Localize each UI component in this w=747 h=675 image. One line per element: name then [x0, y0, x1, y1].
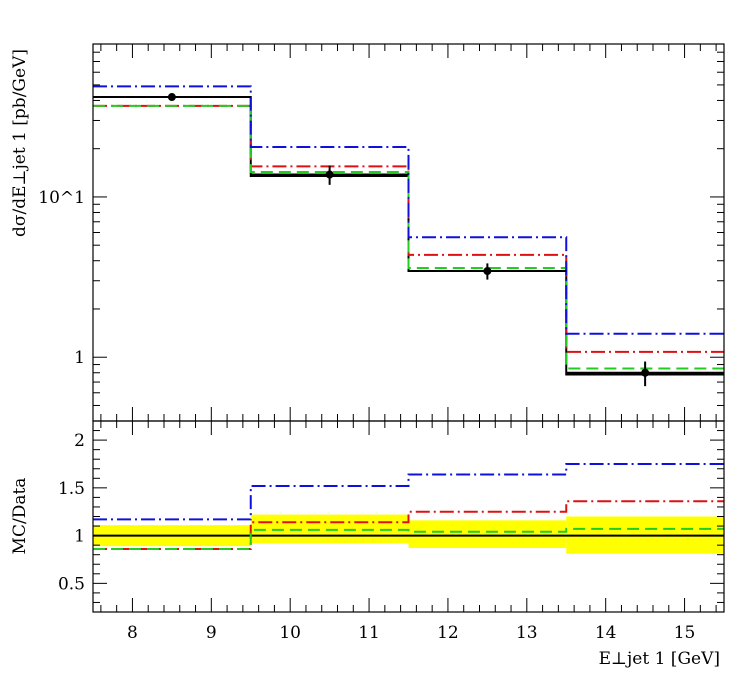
ratio-y-tick-label: 0.5	[58, 574, 85, 594]
data-point	[641, 368, 650, 377]
ratio-panel: 0.5 1 1.5 2 8 9 10 11 12 13 14 15	[58, 420, 725, 643]
x-tick-label: 10	[279, 623, 301, 643]
ratio-y-tick-label: 1.5	[58, 479, 85, 499]
main-panel: 1 10^1	[38, 43, 725, 422]
data-point	[325, 170, 334, 179]
data-point	[483, 267, 492, 276]
x-tick-label: 8	[127, 623, 138, 643]
uncertainty-band	[408, 520, 567, 549]
data-point	[167, 93, 176, 102]
x-tick-label: 14	[595, 623, 617, 643]
x-tick-label: 15	[674, 623, 696, 643]
main-y-tick-label: 10^1	[38, 188, 85, 208]
x-tick-label: 13	[516, 623, 538, 643]
ratio-y-tick-label: 1	[74, 527, 85, 547]
x-axis-label: E⊥jet 1 [GeV]	[599, 649, 720, 669]
x-tick-label: 12	[437, 623, 459, 643]
x-tick-label: 9	[206, 623, 217, 643]
ratio-y-axis-label: MC/Data	[10, 478, 30, 555]
main-y-axis-label: dσ/dE⊥jet 1 [pb/GeV]	[10, 49, 30, 237]
ratio-series-2-line	[93, 527, 724, 550]
main-series-3-line	[93, 85, 724, 335]
main-series-2-line	[93, 104, 724, 370]
ratio-y-tick-label: 2	[74, 431, 85, 451]
x-tick-label: 11	[358, 623, 380, 643]
main-y-tick-label: 1	[74, 348, 85, 368]
ratio-series-3-line	[93, 462, 724, 521]
